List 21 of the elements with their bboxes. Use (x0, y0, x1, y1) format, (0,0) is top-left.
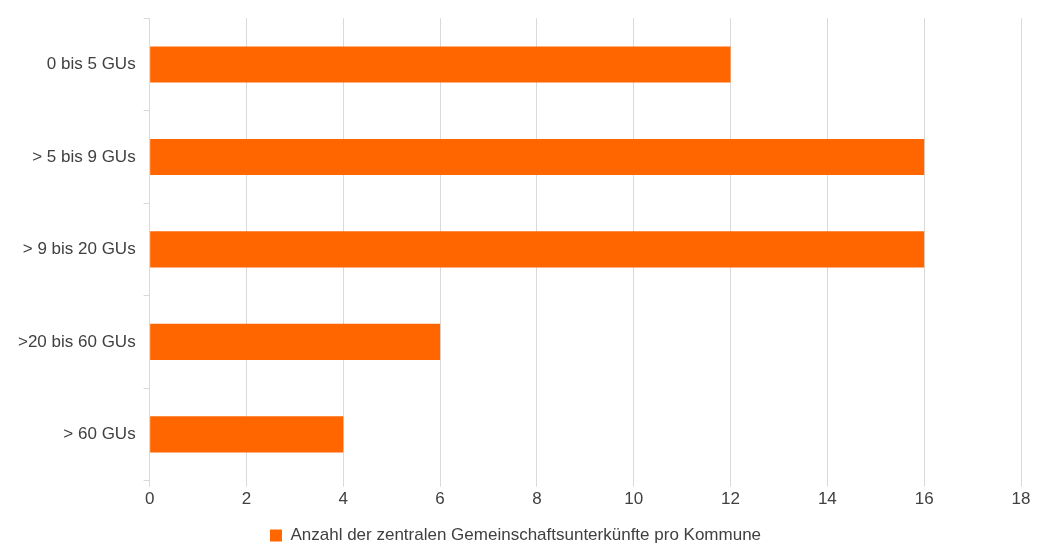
y-tick-label: > 9 bis 20 GUs (22, 239, 136, 259)
x-tick-label: 12 (721, 489, 741, 509)
bar (150, 138, 925, 175)
x-tick-label: 2 (241, 489, 252, 509)
x-tick-label: 16 (914, 489, 934, 509)
legend-label: Anzahl der zentralen Gemeinschaftsunterkünfte pro Kommune (290, 525, 762, 545)
bar (150, 416, 344, 453)
x-tick-label: 4 (338, 489, 349, 509)
bar (150, 46, 731, 83)
x-tick-label: 18 (1011, 489, 1031, 509)
x-tick-label: 14 (817, 489, 837, 509)
y-tick-label: > 5 bis 9 GUs (32, 146, 136, 166)
x-tick-label: 10 (624, 489, 644, 509)
x-tick-label: 6 (435, 489, 445, 509)
bar (150, 231, 925, 268)
y-tick-label: > 60 GUs (63, 424, 136, 444)
x-tick-label: 0 (144, 489, 155, 509)
y-tick-label: 0 bis 5 GUs (46, 54, 136, 74)
x-tick-label: 8 (532, 489, 542, 509)
y-tick-label: >20 bis 60 GUs (17, 331, 136, 351)
bar (150, 323, 441, 360)
